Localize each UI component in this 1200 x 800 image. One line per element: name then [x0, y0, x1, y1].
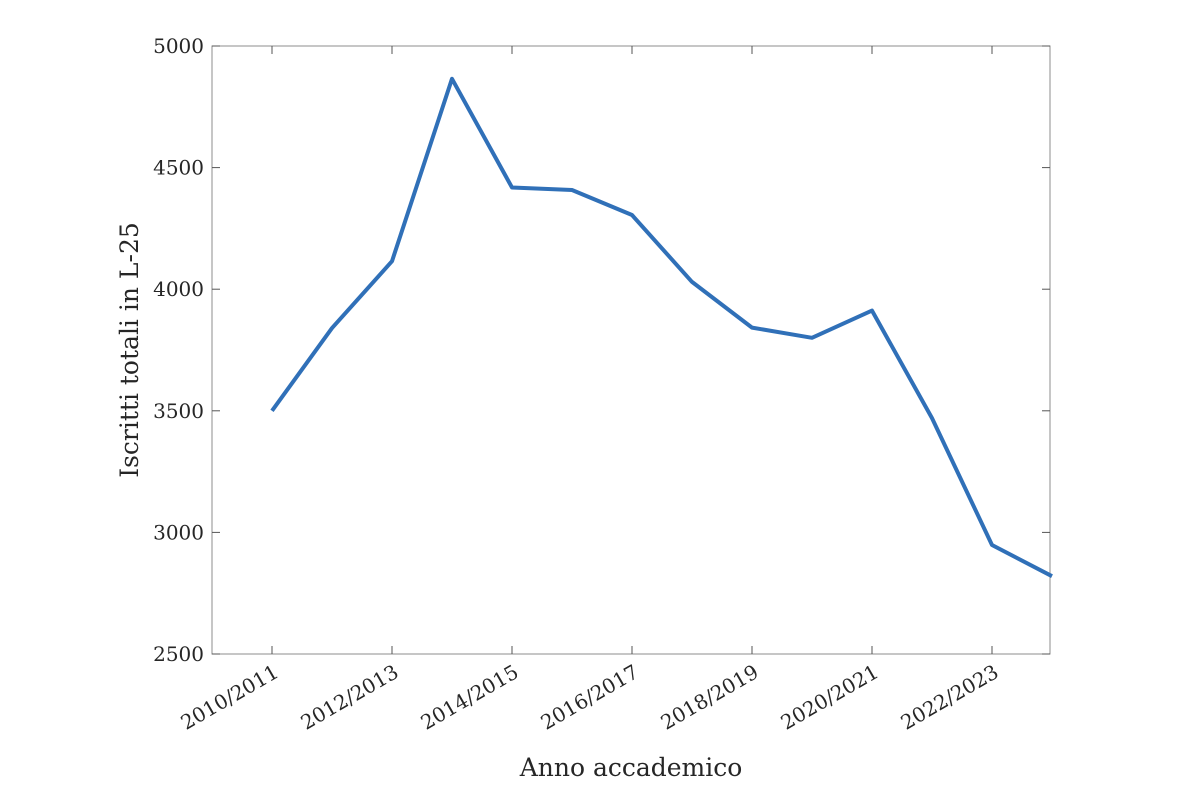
y-axis: 2500 3000 3500 4000 4500 5000 [153, 34, 1050, 666]
x-tick-label: 2022/2023 [896, 660, 1002, 735]
y-axis-title: Iscritti totali in L-25 [115, 222, 144, 478]
series-line [270, 76, 1053, 578]
x-tick-label: 2016/2017 [536, 660, 642, 735]
x-tick-label: 2020/2021 [776, 660, 882, 735]
y-tick-label: 2500 [153, 642, 204, 666]
y-tick-label: 3500 [153, 399, 204, 423]
y-tick-label: 5000 [153, 34, 204, 58]
x-axis: 2010/2011 2012/2013 2014/2015 2016/2017 2018… [176, 46, 1003, 735]
x-tick-label: 2018/2019 [656, 660, 762, 735]
x-axis-title: Anno accademico [519, 753, 743, 782]
y-tick-label: 4000 [153, 277, 204, 301]
plot-frame [211, 45, 1051, 655]
x-tick-label: 2012/2013 [296, 660, 402, 735]
x-tick-label: 2014/2015 [416, 660, 522, 735]
y-tick-label: 4500 [153, 156, 204, 180]
y-tick-label: 3000 [153, 520, 204, 544]
x-tick-label: 2010/2011 [176, 660, 282, 735]
